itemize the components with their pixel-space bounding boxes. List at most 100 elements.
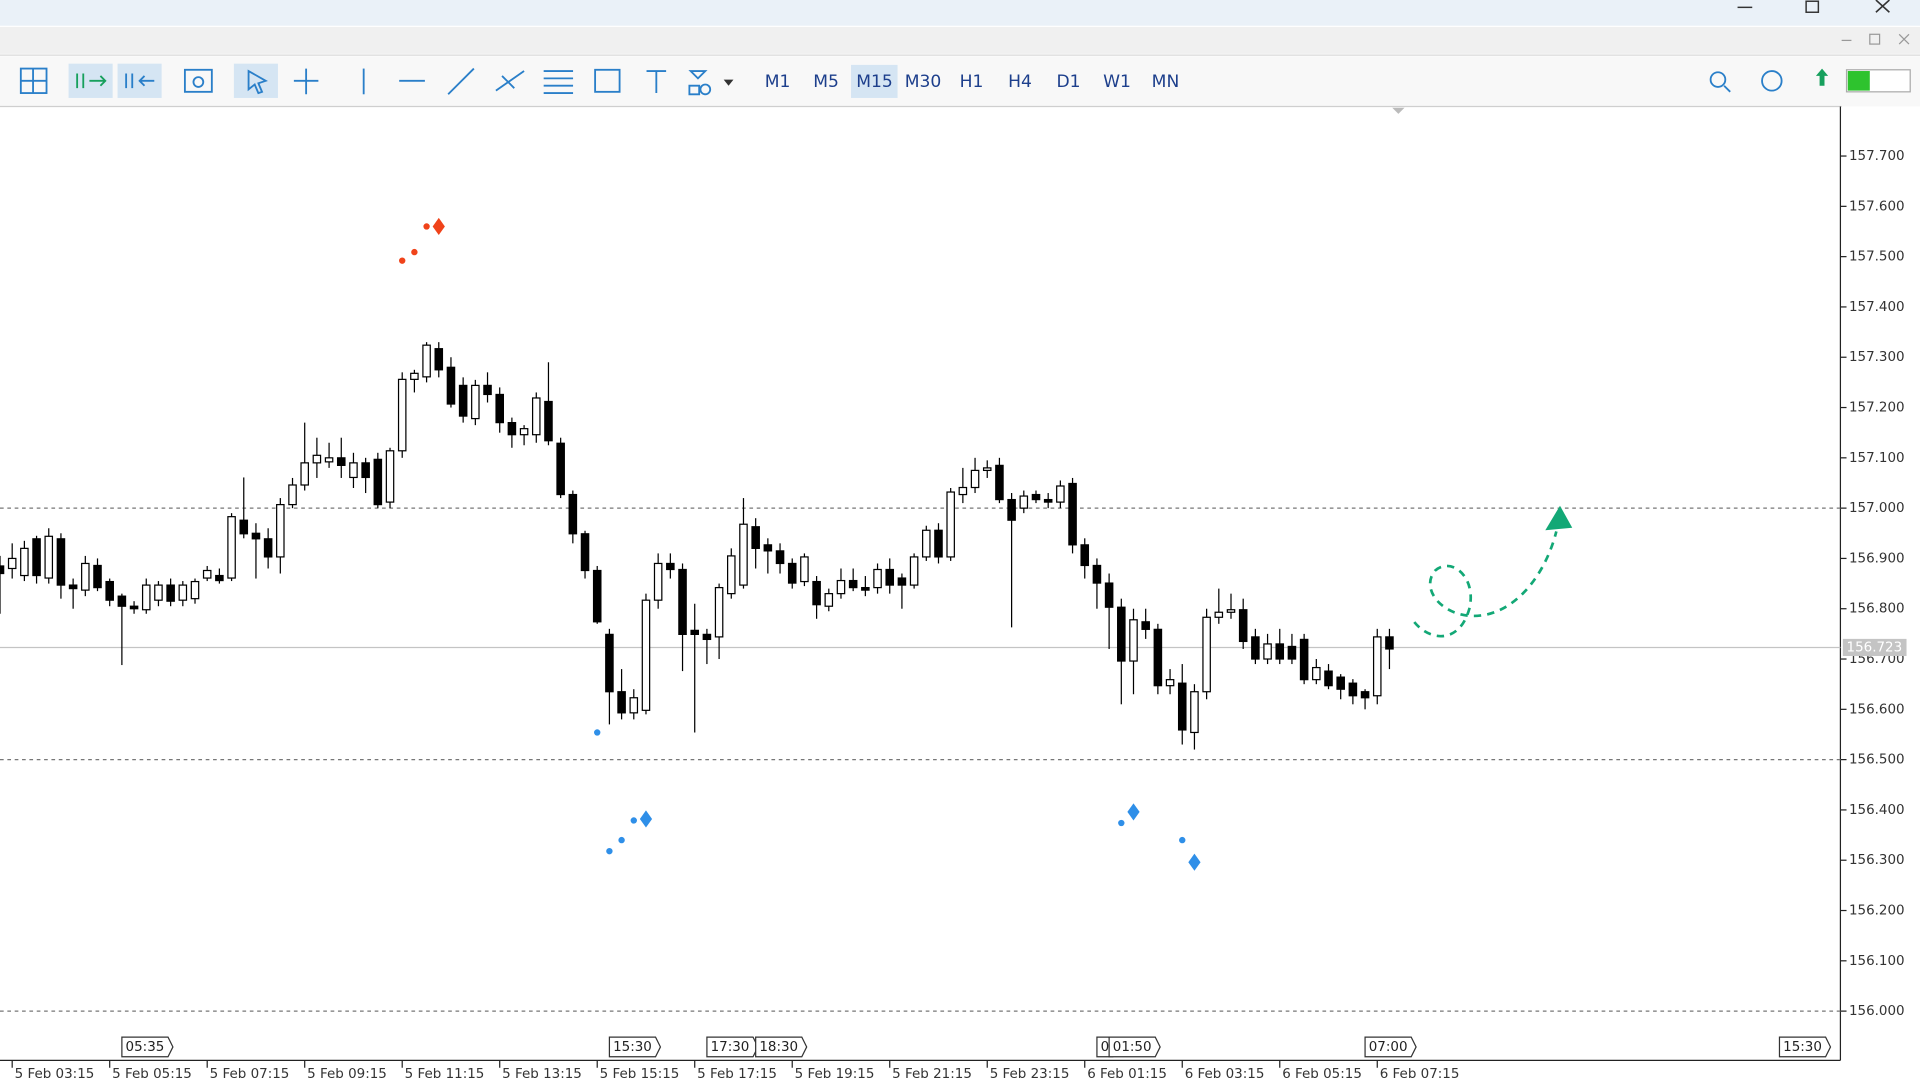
timeframe-button[interactable]: M30 bbox=[905, 72, 942, 92]
candle-body bbox=[690, 629, 700, 635]
candle-body bbox=[812, 580, 821, 606]
x-tick-label: 5 Feb 15:15 bbox=[600, 1067, 680, 1080]
candle-body bbox=[471, 384, 480, 420]
account-button[interactable] bbox=[1761, 70, 1783, 92]
restore-button[interactable] bbox=[1805, 0, 1820, 13]
candle-body bbox=[1275, 643, 1285, 660]
signal-dot bbox=[618, 836, 625, 844]
y-tick-label: 157.400 bbox=[1849, 300, 1905, 315]
timeframe-button[interactable]: MN bbox=[1152, 72, 1180, 92]
candle-body bbox=[105, 580, 114, 601]
objects-button[interactable] bbox=[688, 70, 712, 96]
x-tick-label: 5 Feb 03:15 bbox=[15, 1067, 95, 1080]
cursor-button[interactable] bbox=[233, 63, 278, 98]
signal-dot bbox=[411, 248, 418, 256]
timeframe-button[interactable]: M15 bbox=[856, 72, 893, 92]
cursor-icon bbox=[247, 69, 268, 95]
candle-body bbox=[531, 397, 541, 436]
screenshot-button[interactable] bbox=[183, 68, 213, 93]
search-button[interactable] bbox=[1709, 71, 1727, 88]
candle-body bbox=[556, 442, 565, 496]
current-price-box bbox=[1842, 638, 1907, 657]
timeframe-button[interactable]: H4 bbox=[1008, 72, 1032, 92]
signal-dot bbox=[423, 223, 430, 230]
candle-body bbox=[434, 348, 444, 371]
search-icon bbox=[1723, 85, 1731, 93]
candle-body bbox=[324, 457, 334, 463]
candle-body bbox=[1360, 691, 1370, 699]
candle-body bbox=[154, 584, 163, 601]
channel-button[interactable] bbox=[495, 70, 525, 92]
event-marker bbox=[755, 1036, 808, 1058]
mdi-restore[interactable] bbox=[1869, 33, 1881, 45]
screenshot-icon bbox=[192, 76, 205, 88]
candle-body bbox=[592, 569, 602, 623]
trading-button[interactable] bbox=[1815, 68, 1829, 86]
dropdown-arrow[interactable] bbox=[723, 79, 734, 86]
candle-body bbox=[885, 568, 895, 586]
candle-body bbox=[1019, 495, 1029, 509]
chart-shift-marker[interactable] bbox=[1392, 107, 1405, 114]
candle-body bbox=[702, 633, 712, 641]
candle-body bbox=[1117, 606, 1126, 662]
candle-body bbox=[458, 384, 468, 417]
candle-body bbox=[483, 384, 492, 396]
candle-body bbox=[44, 535, 54, 579]
event-marker bbox=[1778, 1036, 1832, 1058]
timeframe-button[interactable]: W1 bbox=[1103, 72, 1131, 92]
timeframe-button[interactable]: M1 bbox=[765, 72, 791, 92]
layout-icon bbox=[20, 68, 47, 94]
shapes-button[interactable] bbox=[594, 68, 621, 93]
candle-body bbox=[666, 562, 675, 571]
candle-body bbox=[190, 580, 200, 600]
candle-body bbox=[1165, 679, 1175, 687]
candle-body bbox=[263, 538, 273, 558]
candle-body bbox=[580, 533, 590, 572]
candle-body bbox=[20, 547, 29, 577]
crosshair-button[interactable] bbox=[293, 68, 319, 95]
active-timeframe-highlight bbox=[851, 64, 898, 98]
x-tick-label: 5 Feb 17:15 bbox=[697, 1067, 777, 1080]
signal-diamond bbox=[1188, 853, 1201, 871]
candle-body bbox=[202, 569, 212, 579]
signal-diamond bbox=[1127, 803, 1140, 821]
event-marker bbox=[1108, 1036, 1161, 1058]
candle-body bbox=[544, 400, 553, 442]
candle-body bbox=[215, 574, 224, 582]
y-tick-label: 157.200 bbox=[1849, 401, 1905, 416]
mdi-close[interactable] bbox=[1898, 33, 1910, 45]
timeframe-button[interactable]: H1 bbox=[960, 72, 984, 92]
candle-body bbox=[1092, 564, 1102, 584]
candle-body bbox=[1299, 638, 1309, 681]
y-tick-label: 157.000 bbox=[1849, 501, 1905, 516]
y-tick-label: 157.300 bbox=[1849, 350, 1905, 365]
candle-body bbox=[519, 428, 529, 436]
candle-body bbox=[1324, 670, 1333, 687]
candle-body bbox=[787, 562, 797, 584]
x-tick-label: 5 Feb 09:15 bbox=[307, 1067, 387, 1080]
fibo-button[interactable] bbox=[543, 70, 574, 94]
candle-body bbox=[300, 462, 309, 486]
signal-dot bbox=[1179, 836, 1186, 844]
event-label: 0 bbox=[1101, 1040, 1110, 1055]
timeframe-button[interactable]: D1 bbox=[1056, 72, 1080, 92]
candle-body bbox=[897, 577, 907, 586]
drawn-arrow-head bbox=[1545, 505, 1573, 531]
current-price-label: 156.723 bbox=[1847, 640, 1903, 655]
trendline-button[interactable] bbox=[447, 67, 475, 95]
candle-body bbox=[1007, 498, 1016, 521]
candle-body bbox=[1177, 682, 1187, 731]
x-tick-label: 5 Feb 23:15 bbox=[990, 1067, 1070, 1080]
candle-body bbox=[251, 532, 261, 540]
candle-body bbox=[312, 454, 322, 464]
close-button[interactable] bbox=[1875, 0, 1890, 13]
timeframe-button[interactable]: M5 bbox=[813, 72, 839, 92]
candle-body bbox=[1226, 609, 1236, 613]
candle-body bbox=[605, 633, 614, 693]
candle-body bbox=[982, 467, 992, 472]
candle-body bbox=[1214, 611, 1224, 618]
text-button[interactable] bbox=[646, 70, 667, 94]
signal-dot bbox=[399, 257, 406, 264]
candle-body bbox=[0, 565, 5, 575]
